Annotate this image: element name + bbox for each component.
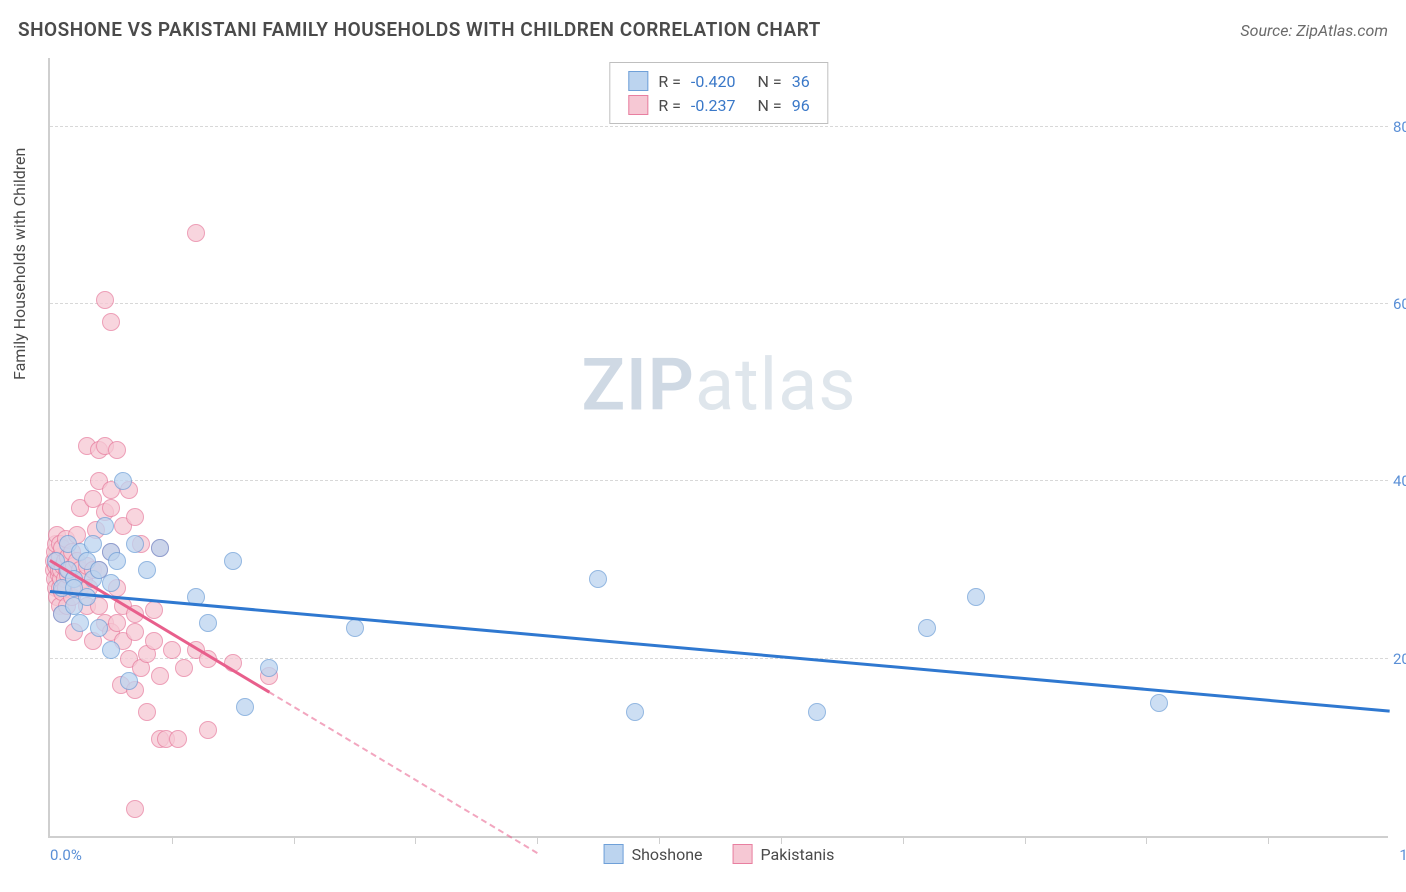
trendline [50,590,1390,712]
trendline [269,691,538,854]
stat-r-pakistanis: -0.237 [691,96,736,115]
data-point [71,614,89,632]
x-tick [415,836,416,844]
data-point [138,561,156,579]
stats-box: R = -0.420 N = 36 R = -0.237 N = 96 [609,62,828,124]
data-point [126,800,144,818]
gridline [50,480,1388,481]
data-point [108,552,126,570]
swatch-shoshone [604,844,624,864]
stat-r-label: R = [658,72,681,91]
data-point [151,539,169,557]
x-tick [1268,836,1269,844]
data-point [84,535,102,553]
data-point [145,632,163,650]
data-point [120,672,138,690]
x-tick [1025,836,1026,844]
x-tick [1146,836,1147,844]
stat-r-label: R = [658,96,681,115]
y-tick-label: 60.0% [1393,295,1406,313]
x-tick [659,836,660,844]
data-point [126,535,144,553]
data-point [199,721,217,739]
x-tick [294,836,295,844]
data-point [108,614,126,632]
data-point [138,703,156,721]
data-point [199,614,217,632]
stat-n-label: N = [758,96,782,115]
data-point [236,698,254,716]
data-point [260,659,278,677]
gridline [50,303,1388,304]
data-point [967,588,985,606]
swatch-pakistanis [733,844,753,864]
data-point [589,570,607,588]
data-point [626,703,644,721]
gridline [50,126,1388,127]
legend-label-pakistanis: Pakistanis [761,845,835,864]
data-point [163,641,181,659]
header: SHOSHONE VS PAKISTANI FAMILY HOUSEHOLDS … [18,18,1388,41]
data-point [126,508,144,526]
swatch-shoshone [628,71,648,91]
data-point [96,291,114,309]
data-point [114,472,132,490]
legend-label-shoshone: Shoshone [632,845,703,864]
stat-n-label: N = [758,72,782,91]
x-max-label: 100.0% [1399,846,1406,864]
y-axis-label: Family Households with Children [10,148,29,380]
scatter-chart: ZIPatlas R = -0.420 N = 36 R = -0.237 N … [48,58,1388,838]
stat-r-shoshone: -0.420 [691,72,736,91]
data-point [102,574,120,592]
stats-row-pakistanis: R = -0.237 N = 96 [628,93,809,117]
watermark-atlas: atlas [695,342,857,427]
y-tick-label: 20.0% [1393,650,1406,668]
x-tick [781,836,782,844]
swatch-pakistanis [628,95,648,115]
y-tick-label: 40.0% [1393,472,1406,490]
watermark-zip: ZIP [581,342,694,427]
watermark: ZIPatlas [581,342,856,427]
x-tick [172,836,173,844]
data-point [151,667,169,685]
legend: Shoshone Pakistanis [604,844,835,864]
gridline [50,658,1388,659]
legend-item-shoshone: Shoshone [604,844,703,864]
source-label: Source: ZipAtlas.com [1240,21,1388,40]
data-point [90,619,108,637]
data-point [224,552,242,570]
data-point [78,588,96,606]
stat-n-shoshone: 36 [792,72,810,91]
data-point [96,517,114,535]
data-point [1150,694,1168,712]
legend-item-pakistanis: Pakistanis [733,844,835,864]
data-point [102,641,120,659]
data-point [175,659,193,677]
chart-title: SHOSHONE VS PAKISTANI FAMILY HOUSEHOLDS … [18,18,821,41]
data-point [169,730,187,748]
data-point [346,619,364,637]
data-point [108,441,126,459]
data-point [102,499,120,517]
data-point [126,623,144,641]
x-min-label: 0.0% [50,846,82,864]
y-tick-label: 80.0% [1393,118,1406,136]
x-tick [537,836,538,844]
data-point [102,313,120,331]
stats-row-shoshone: R = -0.420 N = 36 [628,69,809,93]
data-point [808,703,826,721]
stat-n-pakistanis: 96 [792,96,810,115]
x-tick [903,836,904,844]
data-point [918,619,936,637]
data-point [187,224,205,242]
